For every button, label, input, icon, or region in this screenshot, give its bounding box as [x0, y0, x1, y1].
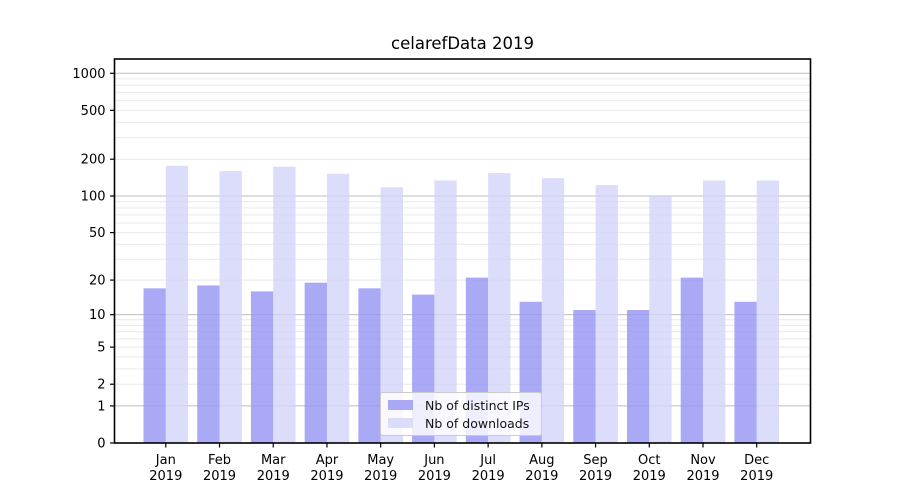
- bar-downloads-jul: [488, 173, 511, 443]
- bar-distinct-ips-feb: [197, 285, 220, 443]
- x-tick-label-year: 2019: [257, 469, 290, 484]
- y-tick-label: 200: [81, 153, 106, 168]
- legend: Nb of distinct IPs Nb of downloads: [380, 392, 542, 436]
- x-tick-label-month: May: [367, 453, 394, 468]
- bar-downloads-apr: [326, 173, 350, 444]
- plot-frame: [113, 58, 812, 444]
- x-tick-label-month: Mar: [261, 453, 286, 468]
- y-tick-label: 10: [89, 308, 106, 323]
- bar-downloads-feb: [219, 171, 242, 443]
- y-tick-label: 100: [81, 190, 106, 205]
- y-tick-label: 2: [97, 378, 105, 393]
- x-tick-label-year: 2019: [364, 469, 397, 484]
- bar-distinct-ips-oct: [626, 310, 650, 443]
- x-tick-label-year: 2019: [472, 469, 505, 484]
- y-tick-label: 50: [89, 226, 106, 241]
- x-tick-label-year: 2019: [686, 469, 719, 484]
- x-tick-label-month: Feb: [208, 453, 231, 468]
- y-tick-label: 5: [97, 341, 105, 356]
- bar-distinct-ips-mar: [250, 291, 274, 443]
- bar-distinct-ips-sep: [573, 310, 596, 443]
- y-tick-label: 1: [97, 399, 105, 414]
- x-tick-label-month: Aug: [529, 453, 554, 468]
- x-tick-label-month: Nov: [690, 453, 716, 468]
- bar-distinct-ips-jan: [143, 288, 166, 443]
- legend-label-downloads: Nb of downloads: [425, 415, 530, 431]
- x-tick-label-month: Sep: [583, 453, 608, 468]
- x-tick-label-year: 2019: [579, 469, 612, 484]
- x-tick-label-year: 2019: [525, 469, 558, 484]
- bar-downloads-oct: [649, 196, 672, 443]
- bar-downloads-jun: [434, 180, 457, 444]
- y-tick-label: 1000: [72, 67, 105, 82]
- y-tick-label: 500: [81, 104, 106, 119]
- y-tick-label: 20: [89, 274, 106, 289]
- bar-distinct-ips-apr: [304, 282, 327, 443]
- bar-downloads-mar: [273, 166, 296, 444]
- x-tick-label-year: 2019: [740, 469, 773, 484]
- y-tick-label: 0: [97, 437, 105, 452]
- x-tick-label-year: 2019: [149, 469, 182, 484]
- chart-title: celarefData 2019: [391, 34, 534, 53]
- legend-item-downloads: Nb of downloads: [388, 416, 541, 431]
- x-tick-label-month: Jan: [155, 453, 176, 468]
- x-tick-label-year: 2019: [418, 469, 451, 484]
- bar-downloads-jan: [165, 165, 189, 443]
- bar-downloads-dec: [756, 180, 780, 444]
- legend-swatch-distinct-ips: [388, 400, 413, 410]
- bar-distinct-ips-may: [358, 288, 381, 443]
- x-tick-label-month: Oct: [638, 453, 660, 468]
- bar-downloads-nov: [703, 180, 726, 444]
- x-tick-label-year: 2019: [310, 469, 343, 484]
- bar-downloads-sep: [595, 185, 618, 443]
- bar-downloads-may: [380, 187, 403, 443]
- x-tick-label-month: Jul: [479, 453, 496, 468]
- bar-distinct-ips-nov: [680, 277, 703, 443]
- x-tick-label-month: Dec: [744, 453, 769, 468]
- legend-swatch-downloads: [388, 418, 413, 428]
- x-tick-label-year: 2019: [203, 469, 236, 484]
- x-tick-label-year: 2019: [633, 469, 666, 484]
- legend-item-distinct-ips: Nb of distinct IPs: [388, 398, 541, 413]
- legend-label-distinct-ips: Nb of distinct IPs: [425, 397, 530, 413]
- x-tick-label-month: Apr: [316, 453, 339, 468]
- bar-downloads-aug: [541, 178, 565, 444]
- bar-distinct-ips-dec: [734, 301, 757, 443]
- x-tick-label-month: Jun: [423, 453, 444, 468]
